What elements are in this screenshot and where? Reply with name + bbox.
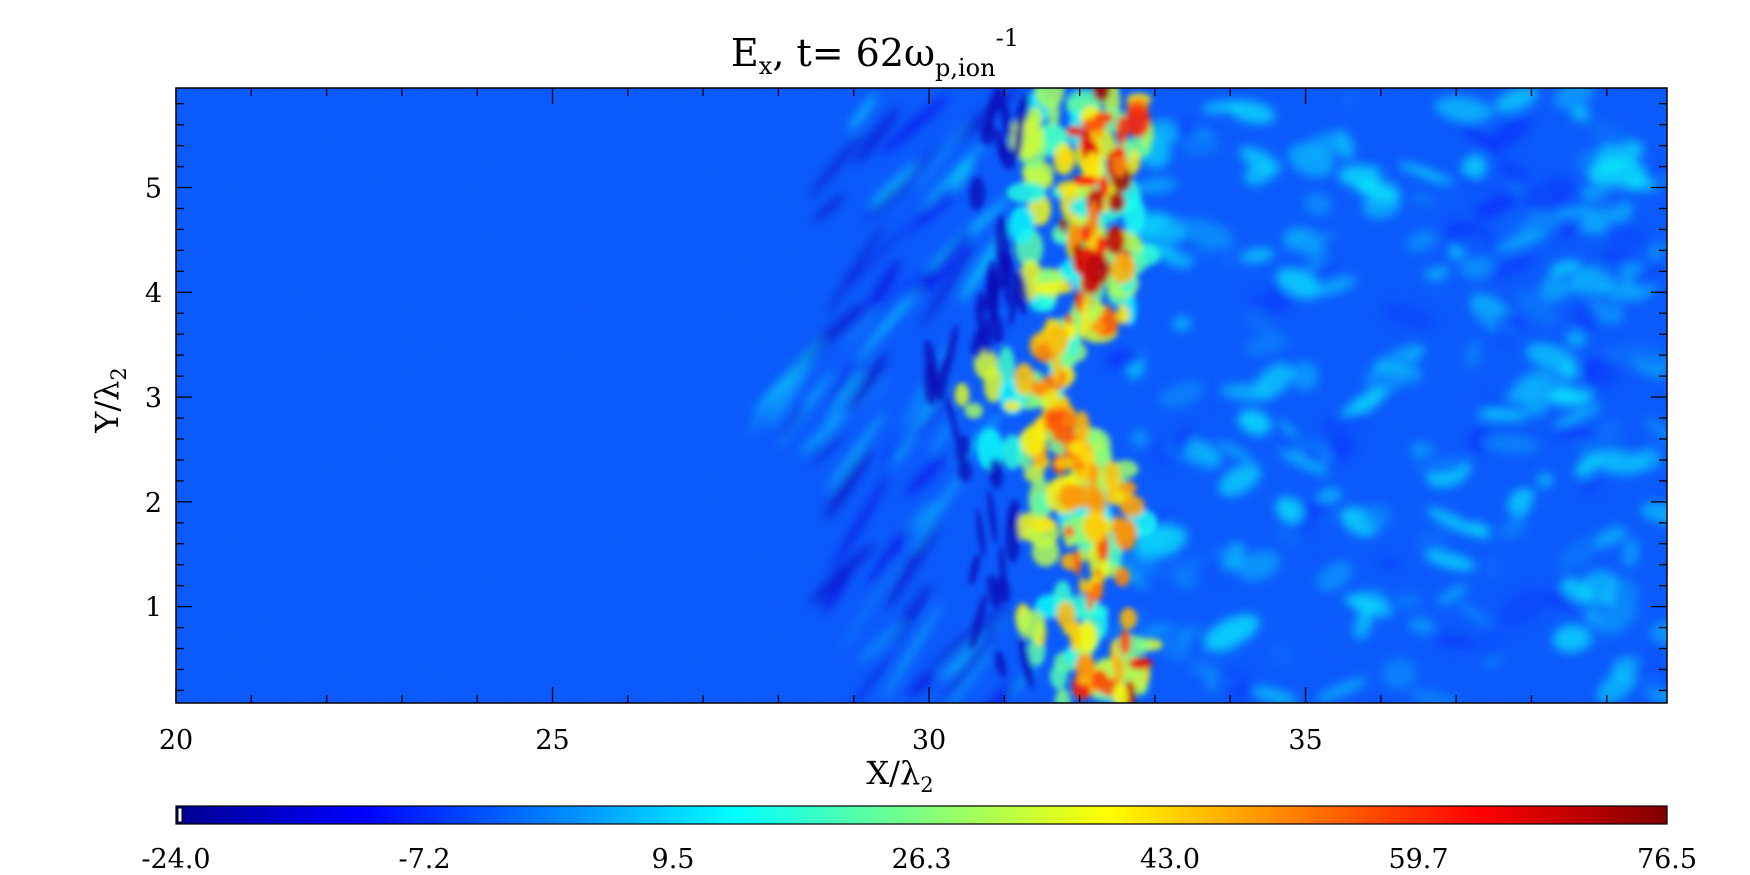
colorbar-start-marker bbox=[177, 807, 183, 823]
x-axis-tick-labels: 20 25 30 35 bbox=[159, 725, 1323, 756]
x-axis-label: X/λ2 bbox=[866, 754, 933, 797]
colorbar-tick-labels: -24.0 -7.2 9.5 26.3 43.0 59.7 76.5 bbox=[141, 844, 1697, 875]
colorbar-tick-label: 76.5 bbox=[1637, 844, 1697, 875]
y-tick-label: 2 bbox=[145, 488, 162, 519]
colorbar-bar bbox=[175, 805, 1668, 825]
y-axis-ticks bbox=[176, 103, 1667, 692]
y-tick-label: 4 bbox=[145, 278, 162, 309]
colorbar-tick-label: -24.0 bbox=[141, 844, 210, 875]
colorbar-tick-label: 9.5 bbox=[652, 844, 695, 875]
y-axis-label: Y/λ2 bbox=[88, 367, 131, 434]
heatmap-noise-texture bbox=[176, 88, 1667, 703]
y-tick-label: 3 bbox=[145, 383, 162, 414]
y-tick-label: 5 bbox=[145, 174, 162, 205]
y-tick-label: 1 bbox=[145, 593, 162, 624]
colorbar-tick-label: 26.3 bbox=[891, 844, 951, 875]
colorbar-tick-label: 43.0 bbox=[1140, 844, 1200, 875]
x-axis-ticks bbox=[175, 88, 1608, 703]
colorbar-tick-label: 59.7 bbox=[1388, 844, 1448, 875]
plot-frame bbox=[175, 87, 1668, 704]
colorbar: -24.0 -7.2 9.5 26.3 43.0 59.7 76.5 bbox=[141, 805, 1697, 875]
y-axis-tick-labels: 1 2 3 4 5 bbox=[145, 174, 162, 624]
x-tick-label: 20 bbox=[159, 725, 193, 756]
x-tick-label: 30 bbox=[912, 725, 946, 756]
x-tick-label: 25 bbox=[535, 725, 569, 756]
heatmap-plot-area bbox=[176, 88, 1667, 703]
colorbar-tick-label: -7.2 bbox=[398, 844, 450, 875]
chart-title: Ex, t= 62ωp,ion-1 bbox=[731, 24, 1019, 82]
plot-axes: 20 25 30 35 1 2 3 4 5 bbox=[145, 87, 1668, 756]
x-tick-label: 35 bbox=[1288, 725, 1322, 756]
